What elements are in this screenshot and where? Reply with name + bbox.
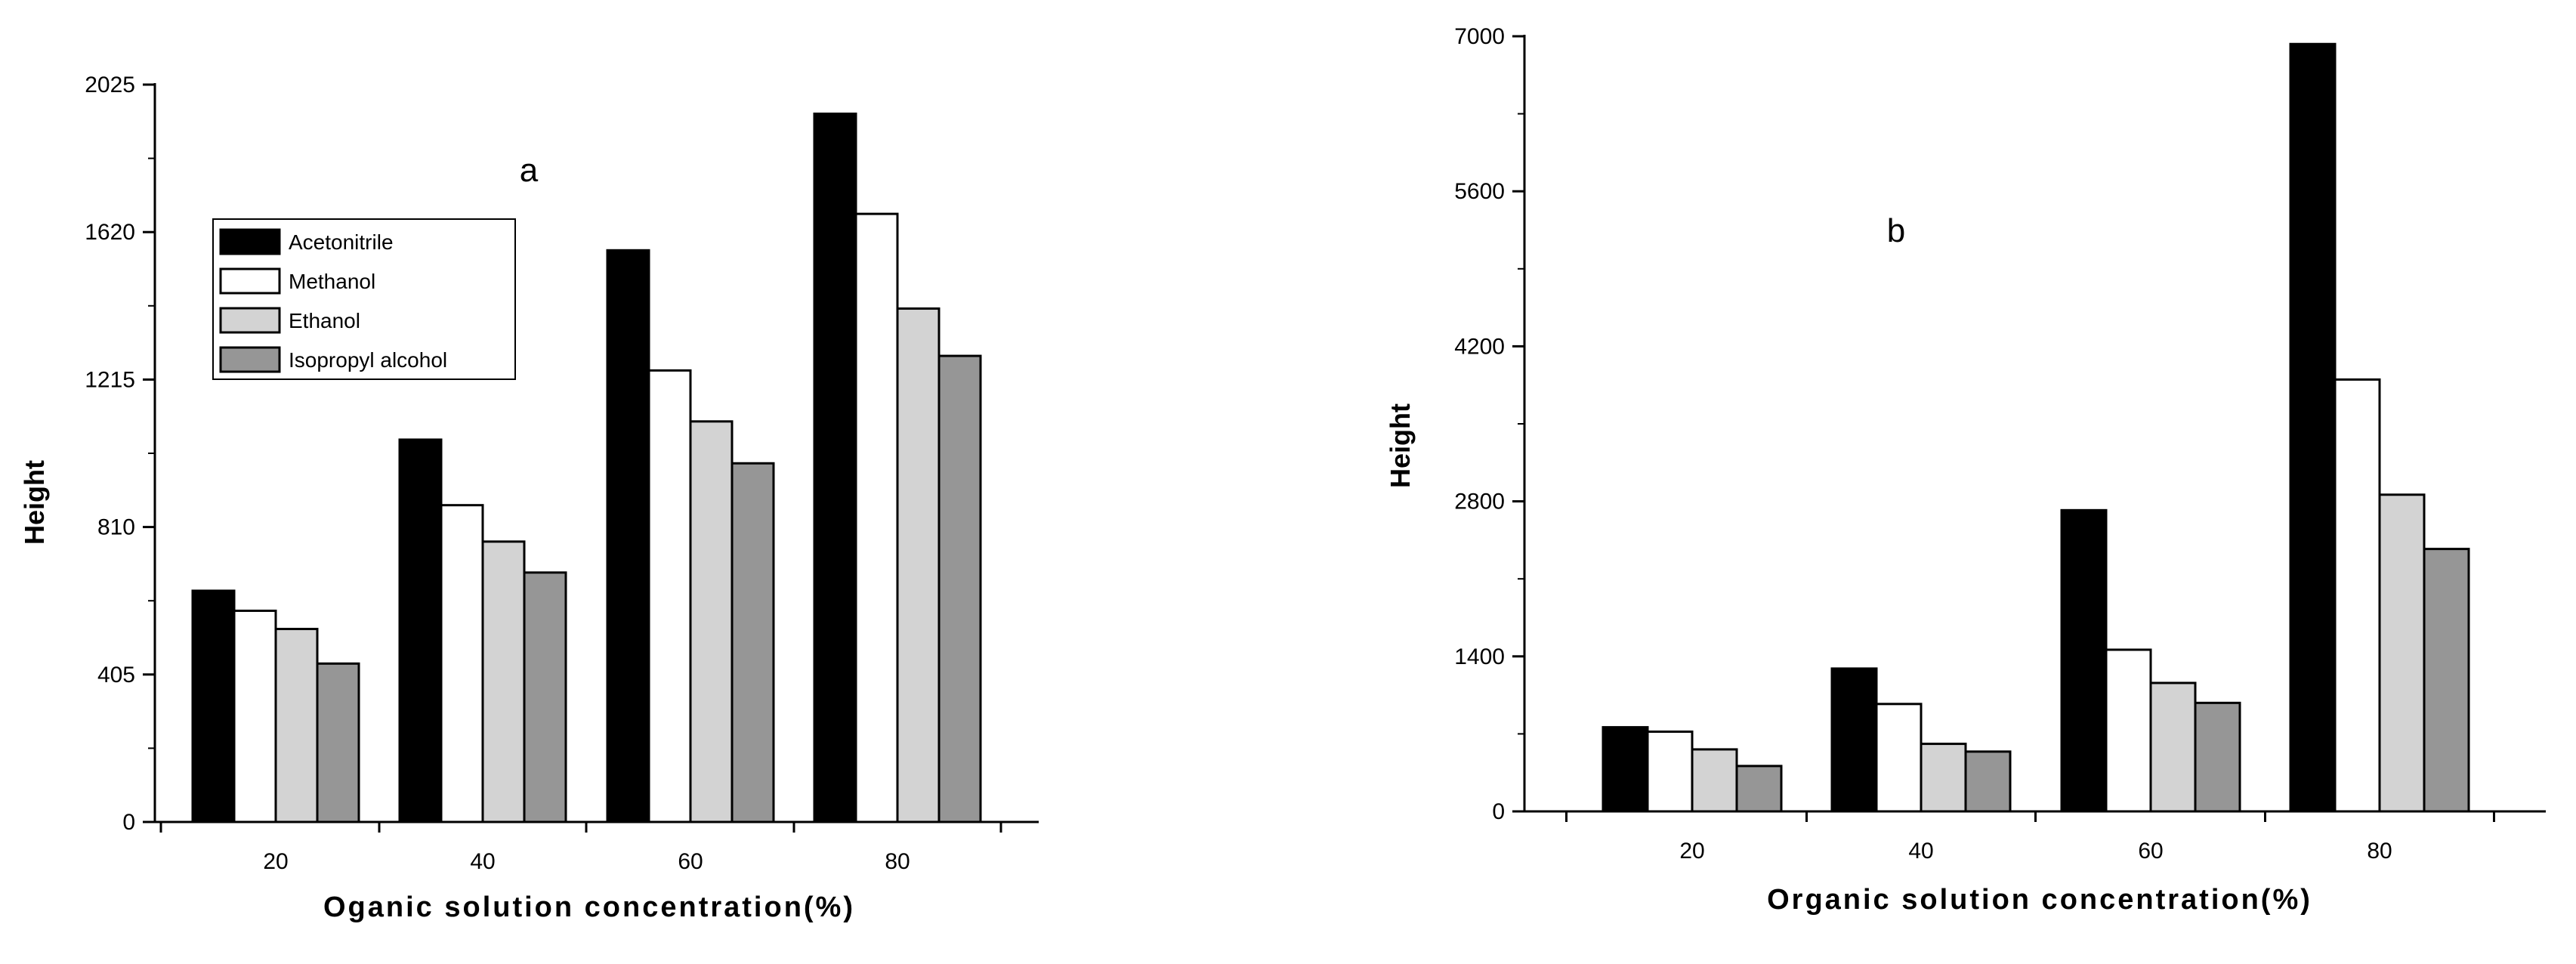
legend-swatch-ethanol <box>219 307 281 334</box>
bar-isopropyl-alcohol-60 <box>730 462 775 823</box>
bar-methanol-60 <box>2105 648 2152 813</box>
panel-label: b <box>1887 212 1905 249</box>
legend-label: Acetonitrile <box>289 230 394 254</box>
y-tick-label: 2800 <box>1454 490 1505 514</box>
x-tick-label: 80 <box>885 849 910 874</box>
x-tick-label: 20 <box>1679 839 1704 864</box>
y-tick-label: 1400 <box>1454 644 1505 669</box>
x-tick-label: 40 <box>1908 839 1933 864</box>
legend-swatch-isopropyl-alcohol <box>219 346 281 373</box>
bar-isopropyl-alcohol-20 <box>1735 765 1783 813</box>
chart-panel-a: 0 405 810 1215 1620 2025 20 40 60 80 Height Oganic … <box>19 73 1039 923</box>
bar-isopropyl-alcohol-60 <box>2194 701 2241 813</box>
x-tick-label: 80 <box>2367 839 2392 864</box>
bar-methanol-40 <box>1875 703 1923 813</box>
x-tick-label: 20 <box>263 849 288 874</box>
bar-acetonitrile-60 <box>2060 508 2108 813</box>
bar-isopropyl-alcohol-80 <box>937 354 982 823</box>
y-tick-label: 0 <box>1492 799 1505 824</box>
legend: Acetonitrile Methanol Ethanol Isopropyl alc… <box>212 218 516 380</box>
y-tick-label: 1620 <box>85 220 135 245</box>
bar-isopropyl-alcohol-40 <box>523 571 567 823</box>
bar-isopropyl-alcohol-40 <box>1964 750 2012 813</box>
x-tick-label: 60 <box>678 849 703 874</box>
y-tick-label: 2025 <box>85 73 135 97</box>
y-tick-label: 7000 <box>1454 24 1505 49</box>
bar-acetonitrile-20 <box>1602 726 1649 813</box>
chart-panel-b: 0 1400 2800 4200 5600 7000 20 40 60 80 Height Organ… <box>1385 24 2546 916</box>
bar-ethanol-40 <box>481 540 526 823</box>
legend-swatch-methanol <box>219 267 281 295</box>
bar-methanol-60 <box>647 369 692 823</box>
bar-methanol-40 <box>440 504 484 823</box>
y-tick-label: 5600 <box>1454 179 1505 204</box>
y-tick-label: 405 <box>97 663 135 687</box>
y-axis-label: Height <box>19 460 50 545</box>
bar-isopropyl-alcohol-80 <box>2423 548 2470 813</box>
legend-label: Methanol <box>289 270 375 293</box>
y-tick-label: 1215 <box>85 367 135 392</box>
bar-acetonitrile-80 <box>2289 42 2337 813</box>
bar-acetonitrile-20 <box>191 589 236 823</box>
legend-label: Ethanol <box>289 309 360 332</box>
y-axis-label: Height <box>1385 403 1416 488</box>
y-tick-label: 810 <box>97 515 135 540</box>
bar-acetonitrile-40 <box>1830 667 1878 813</box>
bar-ethanol-20 <box>274 628 319 823</box>
legend-swatch-acetonitrile <box>219 228 281 255</box>
panel-label: a <box>520 152 539 189</box>
bar-ethanol-40 <box>1920 743 1967 813</box>
y-tick-label: 0 <box>122 810 135 835</box>
x-tick-label: 40 <box>470 849 495 874</box>
x-tick-label: 60 <box>2138 839 2163 864</box>
bar-ethanol-80 <box>896 307 941 823</box>
bar-acetonitrile-40 <box>398 438 443 823</box>
bar-isopropyl-alcohol-20 <box>316 662 360 823</box>
bar-methanol-20 <box>1646 730 1694 813</box>
bar-ethanol-60 <box>2149 681 2197 813</box>
bar-methanol-80 <box>854 212 899 823</box>
bar-methanol-80 <box>2334 378 2381 813</box>
bar-ethanol-60 <box>689 420 734 823</box>
x-axis-label: Oganic solution concentration(%) <box>323 891 855 923</box>
bar-ethanol-20 <box>1691 748 1738 813</box>
bar-ethanol-80 <box>2378 493 2426 813</box>
y-tick-label: 4200 <box>1454 334 1505 359</box>
legend-label: Isopropyl alcohol <box>289 348 447 372</box>
bar-methanol-20 <box>233 609 277 823</box>
x-axis-label: Organic solution concentration(%) <box>1767 884 2312 916</box>
bar-acetonitrile-60 <box>606 249 650 823</box>
bar-acetonitrile-80 <box>813 113 857 823</box>
